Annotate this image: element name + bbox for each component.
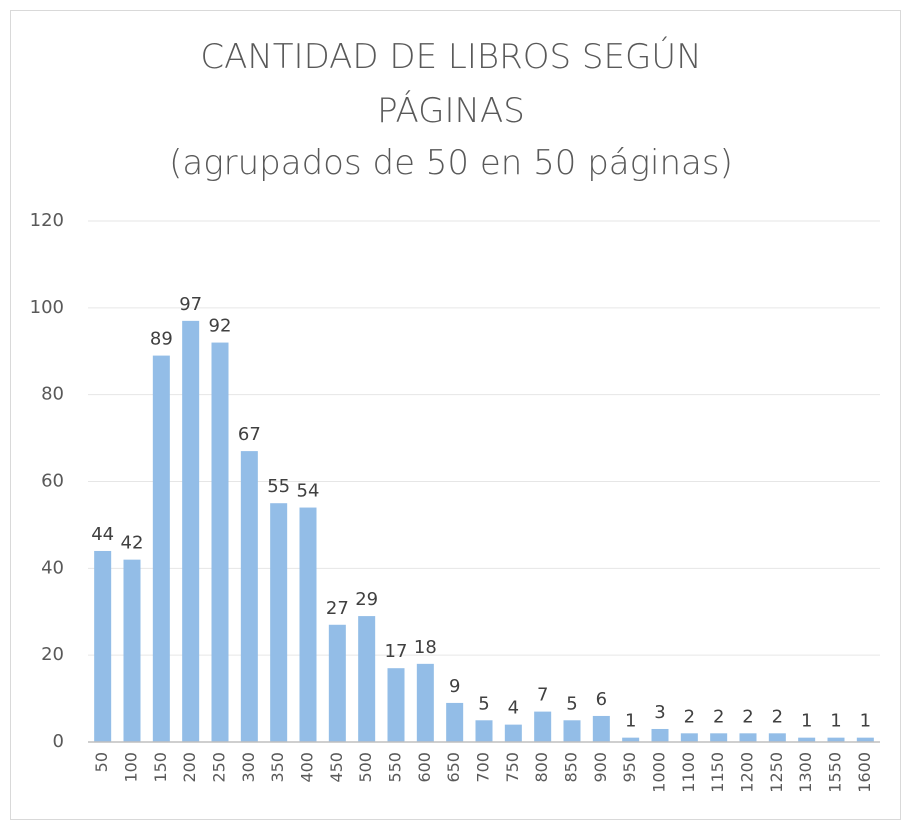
x-tick-label: 700 (474, 752, 493, 783)
data-label: 89 (150, 329, 173, 350)
x-tick-label: 350 (268, 752, 287, 783)
y-tick-label: 20 (41, 644, 64, 665)
data-label: 92 (209, 316, 232, 337)
bar (240, 451, 258, 742)
bar (123, 559, 141, 742)
y-tick-label: 60 (41, 471, 64, 492)
x-tick-label: 200 (180, 752, 199, 783)
bar (182, 320, 200, 742)
bar (152, 355, 170, 742)
x-tick-label: 1100 (679, 752, 698, 793)
x-tick-label: 600 (415, 752, 434, 783)
data-label: 2 (742, 706, 753, 727)
data-label: 97 (179, 294, 202, 315)
data-label: 1 (801, 711, 812, 732)
y-tick-label: 40 (41, 557, 64, 578)
x-tick-label: 300 (239, 752, 258, 783)
data-label: 44 (91, 524, 114, 545)
data-label: 1 (625, 711, 636, 732)
bar (592, 715, 610, 742)
x-tick-label: 150 (151, 752, 170, 783)
bar (739, 733, 757, 742)
x-tick-label: 900 (591, 752, 610, 783)
bar (651, 728, 669, 742)
bar (270, 503, 288, 742)
data-label: 55 (267, 476, 290, 497)
x-tick-label: 850 (562, 752, 581, 783)
bar (446, 702, 464, 742)
bar (710, 733, 728, 742)
chart-border (10, 10, 901, 820)
data-label: 2 (684, 706, 695, 727)
bar (387, 668, 405, 742)
bar (768, 733, 786, 742)
bar (827, 737, 845, 742)
x-tick-label: 1600 (855, 752, 874, 793)
y-tick-label: 80 (41, 384, 64, 405)
x-tick-label: 1300 (796, 752, 815, 793)
data-label: 3 (654, 702, 665, 723)
bar (475, 720, 493, 742)
bar (328, 624, 346, 742)
bar (416, 663, 434, 742)
x-tick-label: 50 (92, 752, 111, 772)
x-tick-label: 800 (532, 752, 551, 783)
chart-subtitle: (agrupados de 50 en 50 páginas) (169, 143, 733, 183)
bar (211, 342, 229, 742)
bar (622, 737, 640, 742)
bar (94, 550, 112, 742)
data-label: 4 (508, 698, 519, 719)
x-tick-label: 750 (503, 752, 522, 783)
x-tick-label: 100 (122, 752, 141, 783)
x-tick-label: 1000 (650, 752, 669, 793)
bar (680, 733, 698, 742)
y-tick-label: 0 (53, 731, 64, 752)
x-tick-label: 950 (620, 752, 639, 783)
x-tick-label: 550 (386, 752, 405, 783)
data-label: 27 (326, 598, 349, 619)
y-tick-label: 100 (30, 297, 64, 318)
data-label: 54 (297, 481, 320, 502)
x-tick-label: 400 (298, 752, 317, 783)
data-label: 29 (355, 589, 378, 610)
data-label: 6 (596, 689, 607, 710)
x-tick-label: 450 (327, 752, 346, 783)
x-tick-label: 1150 (708, 752, 727, 793)
bar (299, 507, 317, 742)
data-label: 9 (449, 676, 460, 697)
data-label: 18 (414, 637, 437, 658)
bar (798, 737, 816, 742)
data-label: 17 (385, 641, 408, 662)
bar (534, 711, 552, 742)
x-tick-label: 250 (210, 752, 229, 783)
x-tick-label: 1550 (826, 752, 845, 793)
data-label: 5 (566, 693, 577, 714)
data-label: 1 (860, 711, 871, 732)
data-label: 5 (478, 693, 489, 714)
chart-title: CANTIDAD DE LIBROS SEGÚN PÁGINAS (200, 37, 702, 131)
x-tick-label: 1200 (738, 752, 757, 793)
data-label: 1 (830, 711, 841, 732)
data-label: 7 (537, 685, 548, 706)
data-label: 2 (713, 706, 724, 727)
bar (358, 616, 376, 742)
x-tick-label: 500 (356, 752, 375, 783)
y-tick-label: 120 (30, 210, 64, 231)
x-tick-label: 1250 (767, 752, 786, 793)
data-label: 42 (121, 533, 144, 554)
bar (856, 737, 874, 742)
x-tick-label: 650 (444, 752, 463, 783)
data-label: 2 (772, 706, 783, 727)
bar (504, 724, 522, 742)
data-label: 67 (238, 424, 261, 445)
bar (563, 720, 581, 742)
